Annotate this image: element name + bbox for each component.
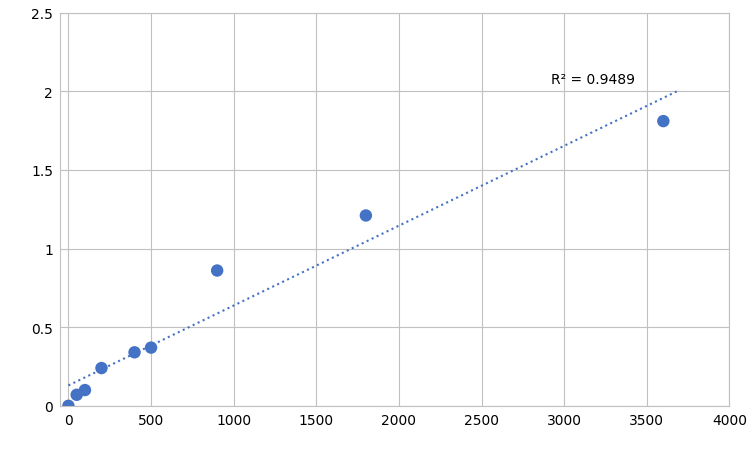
Point xyxy=(657,118,669,125)
Point xyxy=(129,349,141,356)
Point xyxy=(62,402,74,410)
Point xyxy=(96,364,108,372)
Point xyxy=(79,387,91,394)
Text: R² = 0.9489: R² = 0.9489 xyxy=(551,74,635,87)
Point xyxy=(360,212,372,220)
Point xyxy=(145,344,157,351)
Point xyxy=(211,267,223,275)
Point xyxy=(71,391,83,399)
